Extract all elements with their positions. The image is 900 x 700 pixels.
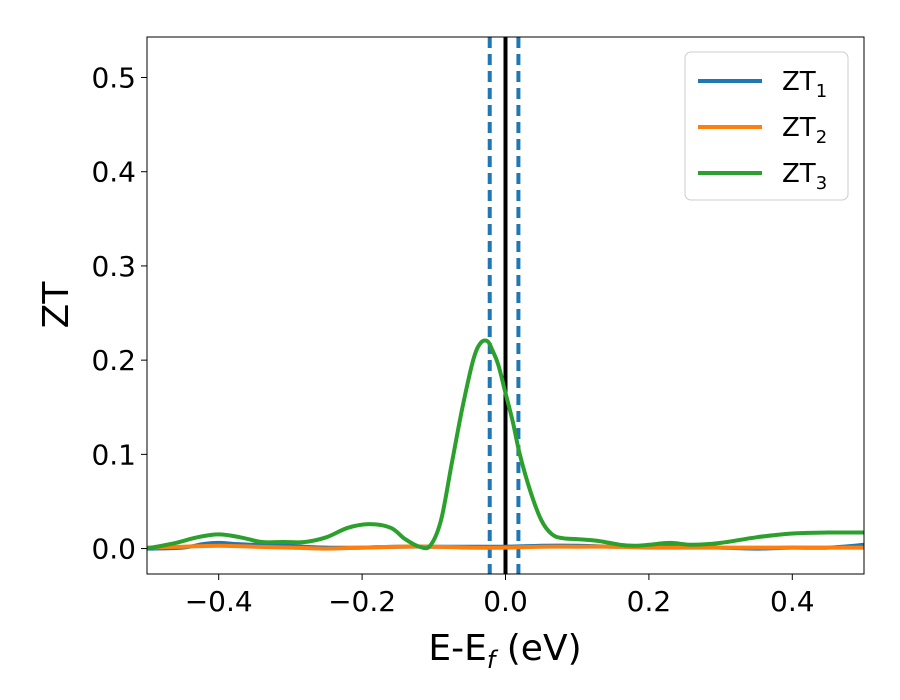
x-axis: −0.4 −0.2 0.0 0.2 0.4 xyxy=(185,574,815,618)
x-tick-label: −0.2 xyxy=(328,585,396,618)
x-tick-label: 0.4 xyxy=(770,585,815,618)
legend: ZT1 ZT2 ZT3 xyxy=(684,51,849,201)
x-tick-label: −0.4 xyxy=(185,585,253,618)
series-line-zt3 xyxy=(147,338,864,551)
y-tick-label: 0.2 xyxy=(91,344,136,377)
y-tick-label: 0.4 xyxy=(91,156,136,189)
y-axis-label: ZT xyxy=(36,281,77,329)
y-tick-label: 0.3 xyxy=(91,250,136,283)
legend-label-zt1: ZT1 xyxy=(782,67,827,102)
x-tick-label: 0.0 xyxy=(483,585,528,618)
y-axis: 0.0 0.1 0.2 0.3 0.4 0.5 xyxy=(91,62,147,566)
legend-label-zt3: ZT3 xyxy=(782,159,827,194)
y-tick-label: 0.0 xyxy=(91,533,136,566)
series-layer xyxy=(147,338,864,551)
legend-label-zt2: ZT2 xyxy=(782,113,827,148)
y-tick-label: 0.5 xyxy=(91,62,136,95)
x-axis-label: E-Ef (eV) xyxy=(428,628,581,674)
legend-box xyxy=(684,51,849,201)
vertical-reference-lines xyxy=(487,37,521,574)
series-line-zt2 xyxy=(147,543,864,551)
x-tick-label: 0.2 xyxy=(627,585,672,618)
y-tick-label: 0.1 xyxy=(91,438,136,471)
